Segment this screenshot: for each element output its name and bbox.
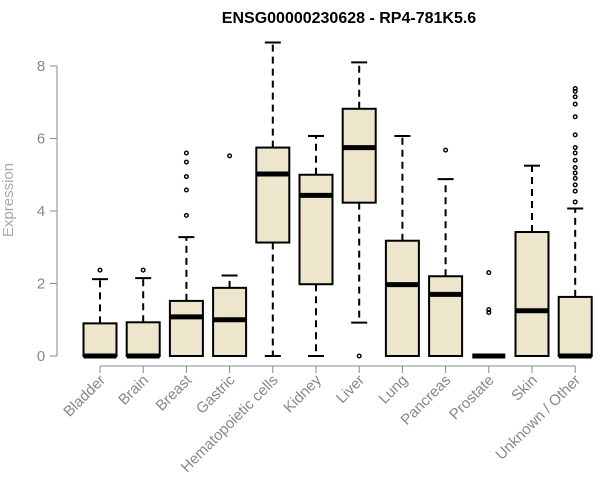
box-iqr bbox=[557, 295, 593, 358]
outlier-point bbox=[97, 267, 103, 273]
y-tick-label: 0 bbox=[37, 348, 45, 365]
box-iqr bbox=[428, 275, 464, 357]
outlier-point bbox=[572, 199, 578, 205]
box-iqr bbox=[255, 146, 291, 244]
outlier-point bbox=[572, 182, 578, 188]
outlier-point bbox=[227, 153, 233, 159]
box-hematopoietic-cells bbox=[255, 41, 291, 357]
x-tick-label: Bladder bbox=[60, 372, 109, 421]
outlier-point bbox=[183, 212, 189, 218]
box-unknown-other bbox=[557, 85, 593, 359]
outlier-point bbox=[356, 353, 362, 359]
box-brain bbox=[125, 267, 161, 359]
outlier-point bbox=[572, 132, 578, 138]
outlier-point bbox=[572, 114, 578, 120]
x-tick-label: Lung bbox=[376, 372, 412, 408]
outlier-point bbox=[572, 88, 578, 94]
box-iqr bbox=[514, 231, 550, 357]
outlier-point bbox=[486, 270, 492, 276]
x-tick-label: Prostate bbox=[446, 372, 498, 424]
outlier-point bbox=[572, 101, 578, 107]
outlier-point bbox=[140, 267, 146, 273]
outlier-point bbox=[572, 94, 578, 100]
box-liver bbox=[341, 61, 377, 359]
box-breast bbox=[168, 150, 204, 357]
outlier-point bbox=[183, 174, 189, 180]
box-iqr bbox=[168, 299, 204, 357]
box-iqr bbox=[125, 321, 161, 358]
outlier-point bbox=[443, 147, 449, 153]
box-kidney bbox=[298, 134, 334, 357]
y-axis-label: Expression bbox=[0, 163, 17, 237]
outlier-point bbox=[486, 307, 492, 313]
box-skin bbox=[514, 164, 550, 357]
outlier-point bbox=[572, 164, 578, 170]
chart-title: ENSG00000230628 - RP4-781K5.6 bbox=[222, 10, 476, 27]
x-tick-label: Skin bbox=[508, 372, 541, 405]
x-tick-label: Kidney bbox=[280, 371, 325, 416]
box-pancreas bbox=[428, 147, 464, 357]
box-iqr bbox=[384, 239, 420, 358]
box-iqr bbox=[298, 173, 334, 286]
box-lung bbox=[384, 134, 420, 358]
outlier-point bbox=[572, 188, 578, 194]
outlier-point bbox=[572, 157, 578, 163]
outlier-point bbox=[572, 175, 578, 181]
x-tick-label: Breast bbox=[153, 371, 196, 414]
boxes-group bbox=[82, 41, 593, 359]
outlier-point bbox=[572, 150, 578, 156]
outlier-point bbox=[572, 85, 578, 91]
box-gastric bbox=[212, 153, 248, 358]
outlier-point bbox=[572, 170, 578, 176]
box-bladder bbox=[82, 267, 118, 359]
outlier-point bbox=[572, 145, 578, 151]
box-iqr bbox=[341, 107, 377, 204]
box-iqr bbox=[82, 322, 118, 357]
y-tick-label: 2 bbox=[37, 276, 45, 293]
y-axis: 0 2 4 6 8 bbox=[37, 58, 58, 365]
outlier-point bbox=[183, 159, 189, 165]
outlier-point bbox=[183, 187, 189, 193]
y-tick-label: 6 bbox=[37, 131, 45, 148]
x-tick-label: Liver bbox=[333, 372, 368, 407]
outlier-point bbox=[183, 150, 189, 156]
x-tick-label: Brain bbox=[115, 372, 152, 409]
y-tick-label: 4 bbox=[37, 203, 45, 220]
y-tick-label: 8 bbox=[37, 58, 45, 75]
box-prostate bbox=[472, 270, 506, 359]
